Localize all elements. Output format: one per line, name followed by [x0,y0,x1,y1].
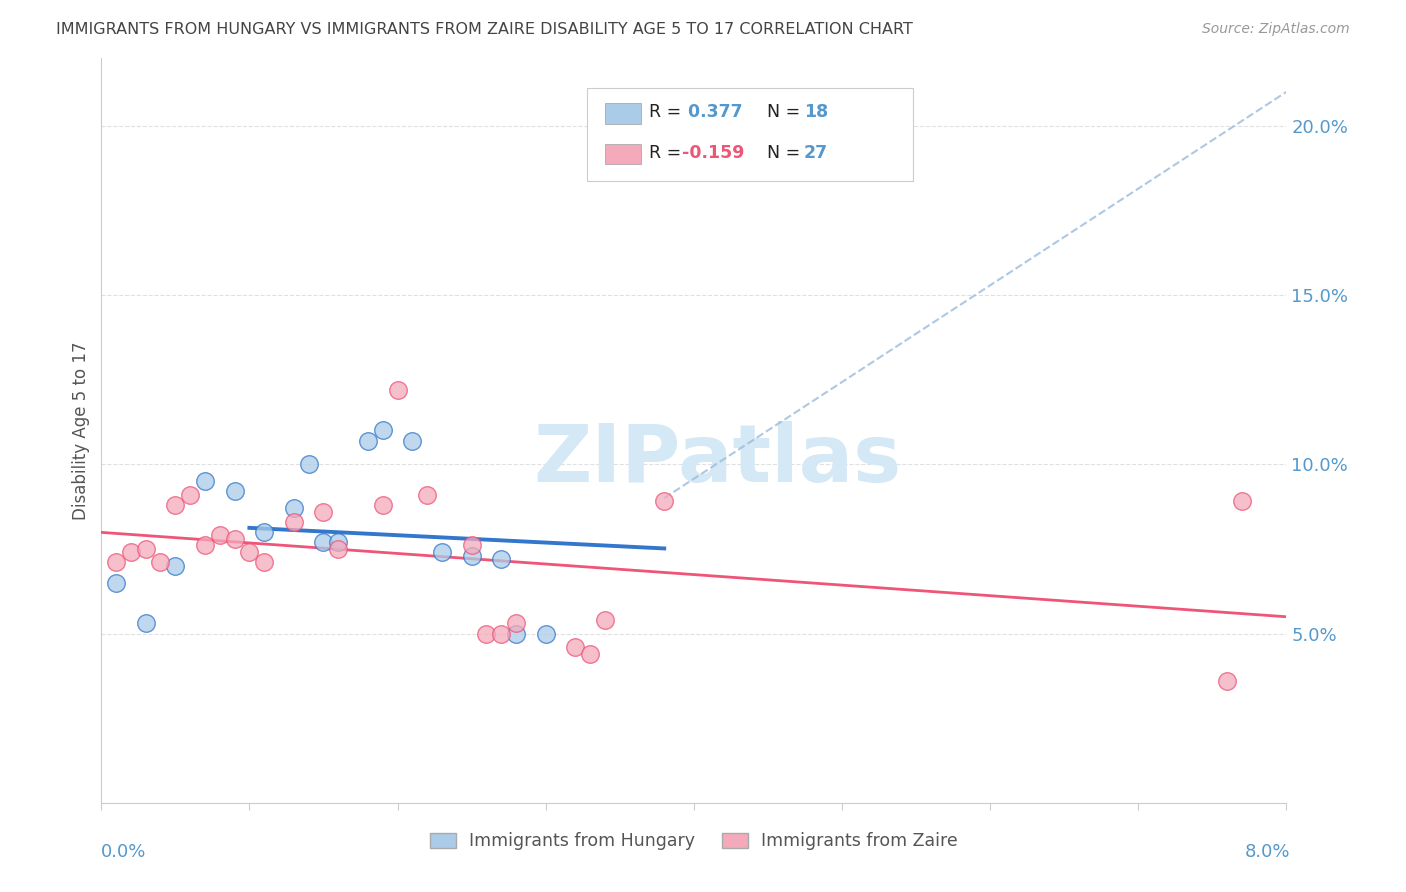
Text: R =: R = [648,145,686,162]
Point [105,575,128,590]
Text: 0.0%: 0.0% [101,843,146,861]
Point [149,556,172,570]
Point [312,505,335,519]
Point [491,626,513,640]
Point [430,545,453,559]
Point [593,613,616,627]
Point [194,539,217,553]
Point [475,626,498,640]
Point [328,541,350,556]
Point [652,494,675,508]
Point [194,474,217,488]
Text: N =: N = [768,103,806,121]
Y-axis label: Disability Age 5 to 17: Disability Age 5 to 17 [72,341,90,520]
Point [460,549,482,563]
Text: ZIPatlas: ZIPatlas [533,421,901,500]
Point [298,457,321,471]
Point [208,528,231,542]
Point [238,545,260,559]
Point [328,535,350,549]
FancyBboxPatch shape [588,87,912,181]
Text: IMMIGRANTS FROM HUNGARY VS IMMIGRANTS FROM ZAIRE DISABILITY AGE 5 TO 17 CORRELAT: IMMIGRANTS FROM HUNGARY VS IMMIGRANTS FR… [56,22,912,37]
Point [120,545,142,559]
Point [165,558,187,573]
Legend: Immigrants from Hungary, Immigrants from Zaire: Immigrants from Hungary, Immigrants from… [423,825,965,857]
Point [253,556,276,570]
Point [416,488,439,502]
Point [224,532,246,546]
Point [105,556,128,570]
Point [491,552,513,566]
Point [312,535,335,549]
Text: 18: 18 [804,103,828,121]
Text: -0.159: -0.159 [682,145,744,162]
Point [579,647,602,661]
Point [564,640,586,654]
Text: 0.377: 0.377 [682,103,742,121]
Point [253,524,276,539]
FancyBboxPatch shape [605,103,641,123]
Point [505,626,527,640]
Point [135,541,157,556]
Point [179,488,201,502]
Point [165,498,187,512]
Text: 27: 27 [804,145,828,162]
Point [357,434,380,448]
Point [534,626,557,640]
Point [387,383,409,397]
Point [460,539,482,553]
FancyBboxPatch shape [605,144,641,164]
Point [283,515,305,529]
Point [135,616,157,631]
Point [401,434,423,448]
Point [1230,494,1253,508]
Text: Source: ZipAtlas.com: Source: ZipAtlas.com [1202,22,1350,37]
Text: N =: N = [768,145,806,162]
Point [1216,673,1239,688]
Text: 8.0%: 8.0% [1246,843,1291,861]
Point [224,484,246,499]
Point [283,501,305,516]
Point [371,498,394,512]
Point [371,423,394,437]
Point [505,616,527,631]
Text: R =: R = [648,103,686,121]
